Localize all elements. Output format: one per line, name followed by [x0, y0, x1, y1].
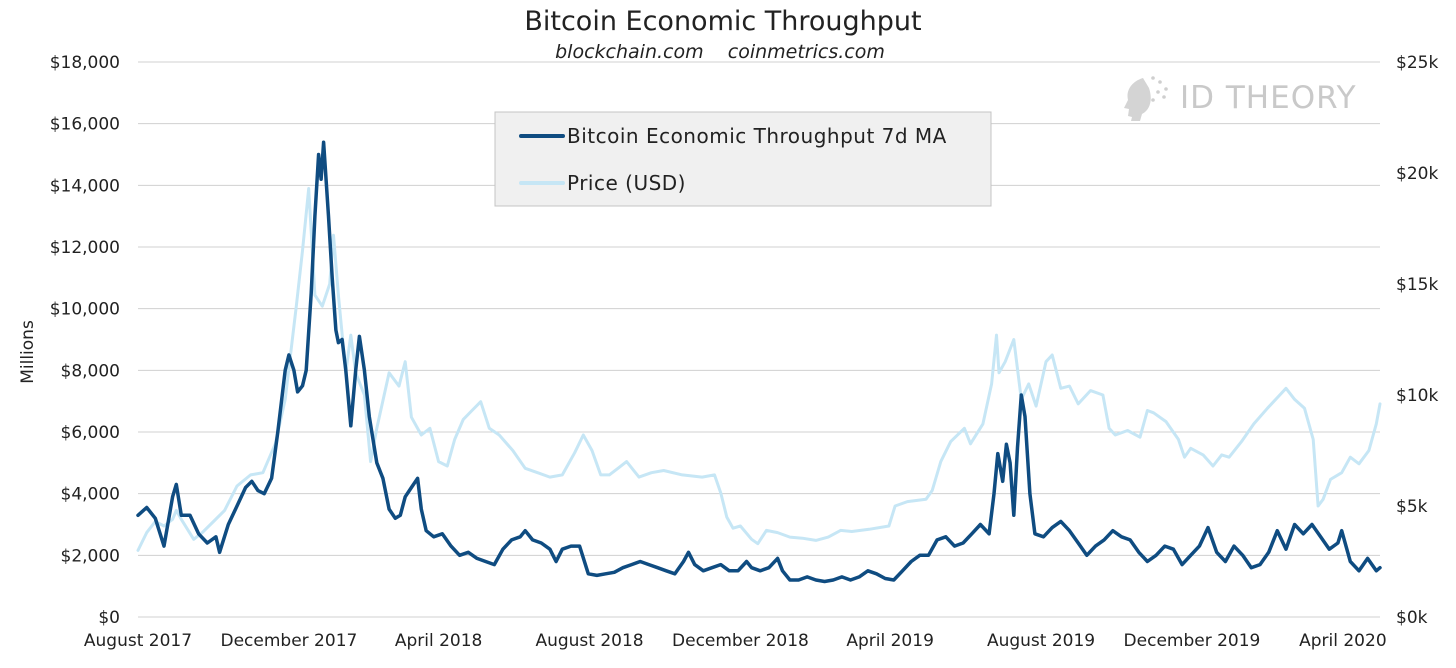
watermark-text: ID THEORY — [1180, 80, 1357, 116]
x-axis-ticks: August 2017 December 2017 April 2018 August… — [84, 631, 1387, 651]
chart-title: Bitcoin Economic Throughput — [524, 6, 921, 37]
y2-tick-label: $5k — [1396, 497, 1428, 517]
head-profile-icon — [1124, 76, 1168, 121]
y-axis-left-ticks: $0 $2,000 $4,000 $6,000 $8,000 $10,000 $12,000… — [50, 53, 120, 628]
y2-tick-label: $10k — [1396, 386, 1438, 406]
y2-tick-label: $15k — [1396, 275, 1438, 295]
legend-box — [494, 111, 992, 207]
legend: Bitcoin Economic Throughput 7d MA Price … — [494, 111, 992, 207]
throughput-line — [136, 140, 1382, 584]
y-tick-label: $12,000 — [50, 238, 120, 258]
x-tick-label: August 2019 — [987, 631, 1095, 651]
x-tick-label: December 2018 — [672, 631, 809, 651]
y-tick-label: $2,000 — [61, 546, 120, 566]
x-tick-label: April 2020 — [1299, 631, 1387, 651]
series-lines — [136, 140, 1382, 584]
y-tick-label: $10,000 — [50, 300, 120, 320]
legend-label-price: Price (USD) — [567, 171, 686, 195]
price-line — [136, 187, 1382, 552]
y-tick-label: $4,000 — [61, 485, 120, 505]
y2-tick-label: $0k — [1396, 608, 1428, 628]
x-tick-label: August 2017 — [84, 631, 192, 651]
y-tick-label: $16,000 — [50, 115, 120, 135]
x-tick-label: December 2017 — [221, 631, 358, 651]
y-tick-label: $8,000 — [61, 361, 120, 381]
chart-subtitle: blockchain.com coinmetrics.com — [555, 41, 885, 63]
x-tick-label: August 2018 — [535, 631, 643, 651]
x-tick-label: April 2018 — [395, 631, 483, 651]
legend-label-throughput: Bitcoin Economic Throughput 7d MA — [567, 124, 947, 148]
y-axis-right-ticks: $0k $5k $10k $15k $20k $25k — [1396, 53, 1438, 628]
x-tick-label: April 2019 — [846, 631, 934, 651]
y-tick-label: $6,000 — [61, 423, 120, 443]
y-tick-label: $18,000 — [50, 53, 120, 73]
y-tick-label: $14,000 — [50, 176, 120, 196]
y-axis-label: Millions — [18, 320, 38, 384]
y2-tick-label: $25k — [1396, 53, 1438, 73]
watermark: ID THEORY — [1124, 76, 1357, 121]
x-tick-label: December 2019 — [1124, 631, 1261, 651]
y2-tick-label: $20k — [1396, 164, 1438, 184]
y-tick-label: $0 — [98, 608, 120, 628]
